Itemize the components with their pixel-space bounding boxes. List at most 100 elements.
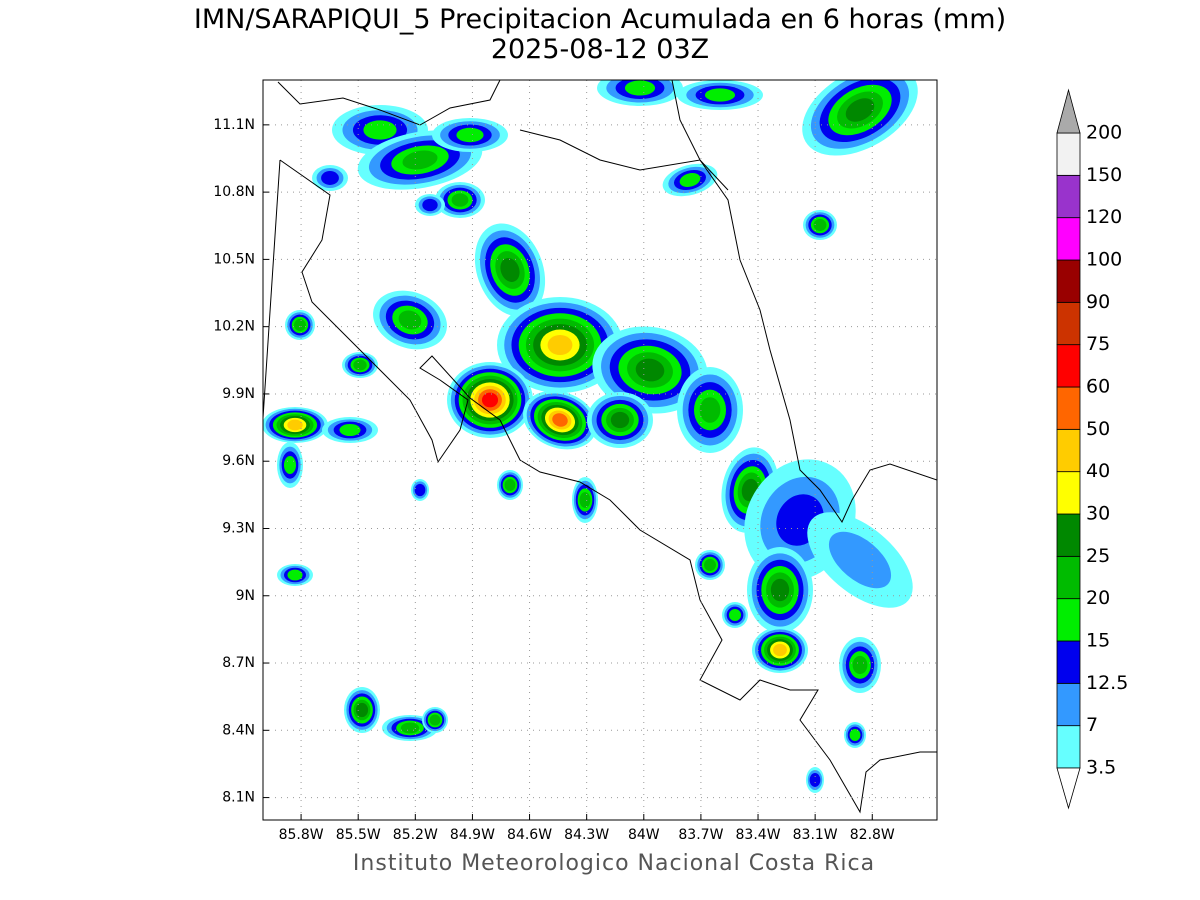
colorbar-segment bbox=[1056, 259, 1081, 303]
colorbar-segment bbox=[1056, 217, 1081, 261]
footer: Instituto Meteorologico Nacional Costa R… bbox=[353, 851, 875, 876]
colorbar-label: 7 bbox=[1086, 714, 1098, 736]
precip-contour bbox=[422, 198, 438, 212]
y-tick-label: 9.9N bbox=[222, 386, 255, 402]
precip-contour bbox=[500, 258, 520, 282]
precip-contour bbox=[287, 419, 303, 431]
precip-contour bbox=[852, 655, 868, 675]
precip-contour bbox=[704, 88, 736, 102]
precip-contour bbox=[552, 413, 568, 427]
colorbar-segment bbox=[1056, 640, 1081, 684]
colorbar-segment bbox=[1056, 174, 1081, 219]
precip-contour bbox=[704, 559, 716, 571]
precip-contour bbox=[339, 423, 361, 437]
precip-contour bbox=[610, 411, 630, 429]
precip-contour bbox=[547, 334, 573, 356]
title: IMN/SARAPIQUI_5 Precipitacion Acumulada … bbox=[194, 4, 1006, 35]
precip-contour bbox=[728, 608, 742, 622]
precip-contour bbox=[504, 479, 516, 491]
precip-contour bbox=[398, 310, 422, 330]
precip-contour bbox=[809, 773, 821, 787]
colorbar-label: 150 bbox=[1086, 164, 1122, 186]
colorbar-label: 200 bbox=[1086, 122, 1122, 144]
colorbar-label: 100 bbox=[1086, 249, 1122, 271]
colorbar-label: 50 bbox=[1086, 418, 1110, 440]
x-tick-label: 85.5W bbox=[336, 827, 381, 843]
x-tick-label: 82.8W bbox=[850, 827, 895, 843]
precip-contour bbox=[429, 714, 441, 726]
colorbar-label: 15 bbox=[1086, 630, 1110, 652]
colorbar-label: 30 bbox=[1086, 503, 1110, 525]
precip-contour bbox=[699, 397, 721, 423]
y-tick-label: 8.4N bbox=[222, 722, 255, 738]
precip-contour bbox=[414, 483, 426, 497]
colorbar: 3.5 7 12.5 15 20 25 30 40 50 60 75 90 100 120 150 200 bbox=[1056, 88, 1128, 810]
x-tick-label: 83.4W bbox=[736, 827, 781, 843]
colorbar-segment bbox=[1056, 471, 1081, 515]
colorbar-segment bbox=[1056, 386, 1081, 430]
plot-frame bbox=[262, 79, 938, 821]
y-tick-label: 9.3N bbox=[222, 520, 255, 536]
precip-contour bbox=[400, 722, 420, 734]
precip-contour bbox=[813, 219, 827, 231]
colorbar-segment bbox=[1056, 725, 1081, 769]
x-tick-label: 84.6W bbox=[507, 827, 552, 843]
colorbar-segment bbox=[1056, 513, 1081, 557]
colorbar-segment bbox=[1056, 598, 1081, 642]
precip-field bbox=[263, 80, 918, 793]
colorbar-segment bbox=[1056, 555, 1081, 600]
y-tick-label: 10.2N bbox=[213, 319, 255, 335]
colorbar-over bbox=[1056, 88, 1081, 134]
colorbar-label: 60 bbox=[1086, 376, 1110, 398]
precip-contour bbox=[635, 358, 665, 382]
x-tick-label: 84.9W bbox=[450, 827, 495, 843]
x-tick-label: 84W bbox=[628, 827, 660, 843]
precip-contour bbox=[355, 702, 369, 718]
colorbar-label: 40 bbox=[1086, 460, 1110, 482]
precip-contour bbox=[402, 150, 438, 170]
precip-contour bbox=[363, 120, 397, 140]
precip-contour bbox=[845, 98, 875, 122]
precip-contour bbox=[294, 319, 306, 331]
precip-contour bbox=[287, 569, 303, 581]
y-tick-label: 9N bbox=[236, 588, 255, 604]
y-tick-label: 8.1N bbox=[222, 790, 255, 806]
precip-contour bbox=[321, 171, 339, 185]
colorbar-label: 25 bbox=[1086, 545, 1110, 567]
precip-contour bbox=[481, 392, 499, 408]
precip-contour bbox=[849, 728, 861, 742]
x-tick-label: 84.3W bbox=[564, 827, 609, 843]
colorbar-label: 90 bbox=[1086, 291, 1110, 313]
precip-contour bbox=[773, 643, 787, 657]
x-tick-label: 85.2W bbox=[393, 827, 438, 843]
grid: 85.8W 85.5W 85.2W 84.9W 84.6W 84.3W 84W 83.7W 83… bbox=[213, 80, 937, 843]
x-tick-label: 83.7W bbox=[678, 827, 723, 843]
y-tick-label: 11.1N bbox=[213, 117, 255, 133]
precip-contour bbox=[456, 127, 484, 143]
subtitle: 2025-08-12 03Z bbox=[491, 34, 709, 65]
colorbar-under bbox=[1056, 767, 1081, 810]
colorbar-segment bbox=[1056, 344, 1081, 388]
precip-contour bbox=[828, 531, 892, 589]
x-tick-label: 83.1W bbox=[793, 827, 838, 843]
y-tick-label: 8.7N bbox=[222, 655, 255, 671]
colorbar-label: 75 bbox=[1086, 333, 1110, 355]
x-tick-label: 85.8W bbox=[279, 827, 324, 843]
colorbar-label: 12.5 bbox=[1086, 672, 1128, 694]
colorbar-segment bbox=[1056, 301, 1081, 346]
y-tick-label: 10.8N bbox=[213, 184, 255, 200]
y-tick-label: 9.6N bbox=[222, 453, 255, 469]
precip-contour bbox=[353, 359, 367, 371]
precip-contour bbox=[579, 492, 591, 508]
precip-contour bbox=[451, 193, 469, 207]
precip-contour bbox=[283, 455, 297, 475]
precip-contour bbox=[624, 80, 656, 96]
colorbar-label: 3.5 bbox=[1086, 757, 1116, 779]
colorbar-label: 120 bbox=[1086, 206, 1122, 228]
precip-contour bbox=[770, 578, 790, 602]
coastlines bbox=[263, 80, 937, 814]
y-tick-label: 10.5N bbox=[213, 251, 255, 267]
colorbar-segment bbox=[1056, 682, 1081, 727]
